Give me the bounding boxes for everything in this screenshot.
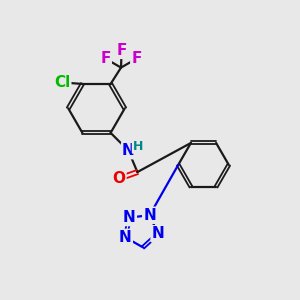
Text: N: N [122, 143, 135, 158]
Text: N: N [152, 226, 164, 241]
Text: N: N [143, 208, 156, 223]
Text: N: N [119, 230, 132, 245]
Text: F: F [100, 51, 111, 66]
Text: H: H [133, 140, 143, 153]
Text: F: F [131, 51, 142, 66]
Text: O: O [112, 171, 125, 186]
Text: N: N [123, 210, 136, 225]
Text: Cl: Cl [54, 75, 70, 90]
Text: F: F [116, 43, 127, 58]
